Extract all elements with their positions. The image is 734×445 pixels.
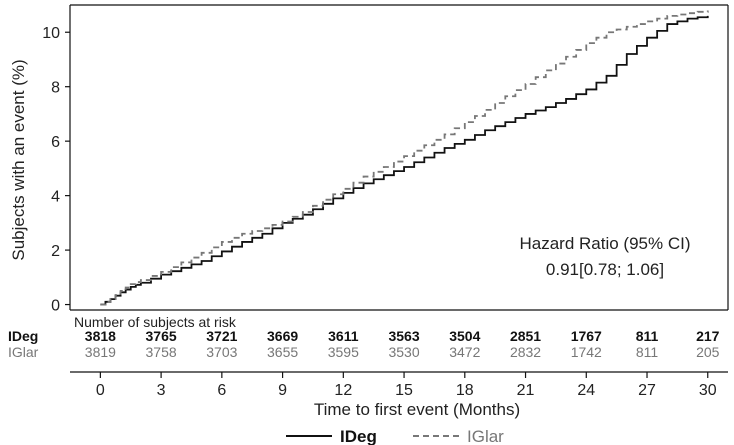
- x-tick-label: 30: [699, 382, 717, 399]
- risk-value: 3819: [85, 344, 116, 360]
- x-tick-label: 0: [96, 382, 105, 399]
- series-line-ideg: [100, 15, 709, 306]
- risk-value: 811: [636, 328, 659, 344]
- x-tick-label: 24: [577, 382, 595, 399]
- x-tick-label: 27: [638, 382, 656, 399]
- risk-value: 3472: [449, 344, 480, 360]
- legend-ideg-label: IDeg: [340, 427, 377, 445]
- x-tick-label: 3: [157, 382, 166, 399]
- y-tick-label: 4: [51, 189, 60, 206]
- hazard-ratio-value: 0.91[0.78; 1.06]: [546, 260, 664, 279]
- risk-value: 205: [696, 344, 720, 360]
- x-tick-label: 15: [395, 382, 413, 399]
- risk-value: 3655: [267, 344, 298, 360]
- risk-value: 3563: [388, 328, 419, 344]
- risk-value: 3595: [328, 344, 359, 360]
- risk-value: 3703: [206, 344, 237, 360]
- x-tick-label: 18: [456, 382, 474, 399]
- risk-row-label: IDeg: [8, 328, 38, 344]
- plot-area: [100, 10, 709, 306]
- risk-value: 3611: [328, 328, 359, 344]
- series-line-iglar: [100, 10, 709, 306]
- y-tick-label: 10: [42, 25, 60, 42]
- y-tick-label: 2: [51, 243, 60, 260]
- risk-value: 3765: [146, 328, 177, 344]
- risk-row-label: IGlar: [8, 344, 39, 360]
- legend-iglar-label: IGlar: [467, 427, 504, 445]
- y-tick-label: 6: [51, 134, 60, 151]
- risk-value: 1767: [571, 328, 602, 344]
- legend: IDeg IGlar: [286, 427, 504, 445]
- risk-value: 3504: [449, 328, 480, 344]
- y-tick-label: 8: [51, 80, 60, 97]
- risk-value: 3669: [267, 328, 298, 344]
- risk-value: 811: [636, 344, 659, 360]
- risk-table-title: Number of subjects at risk: [74, 314, 237, 330]
- x-tick-label: 6: [217, 382, 226, 399]
- x-tick-label: 9: [278, 382, 287, 399]
- x-tick-label: 12: [334, 382, 352, 399]
- risk-value: 1742: [571, 344, 602, 360]
- hazard-ratio-label: Hazard Ratio (95% CI): [519, 234, 690, 253]
- risk-value: 3530: [388, 344, 419, 360]
- risk-value: 3818: [85, 328, 116, 344]
- y-axis-label: Subjects with an event (%): [9, 59, 28, 260]
- risk-value: 217: [696, 328, 720, 344]
- x-axis-label: Time to first event (Months): [314, 400, 520, 419]
- risk-value: 2832: [510, 344, 541, 360]
- risk-table: IDeg 3818 3765 3721 3669 3611 3563 3504 2851 1767…: [8, 328, 720, 360]
- risk-value: 3758: [146, 344, 177, 360]
- risk-value: 3721: [206, 328, 237, 344]
- x-tick-label: 21: [517, 382, 535, 399]
- y-tick-label: 0: [51, 298, 60, 315]
- risk-value: 2851: [510, 328, 541, 344]
